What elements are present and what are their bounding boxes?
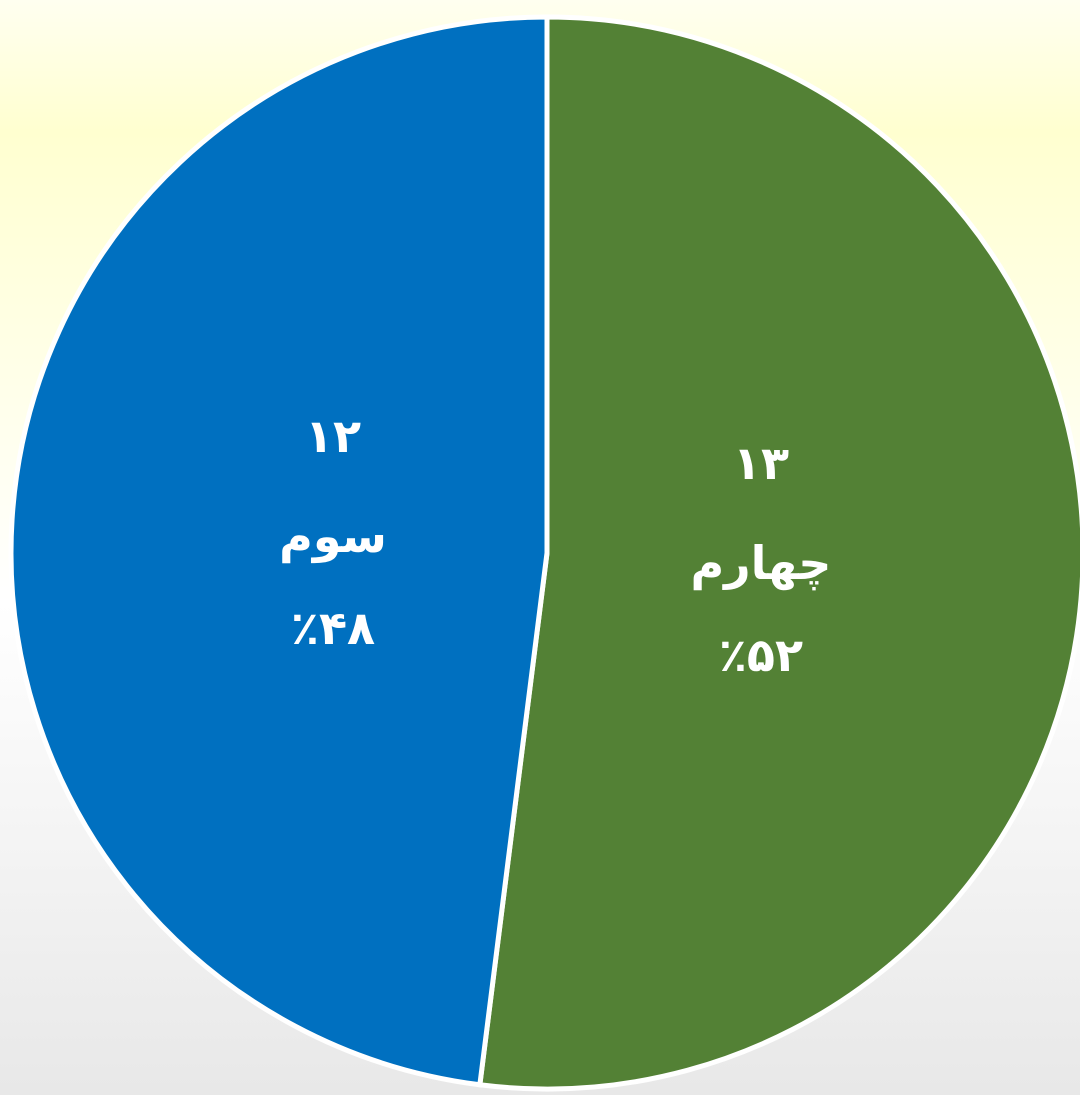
pie-slice [477,14,1080,1092]
pie-slice [8,14,550,1088]
percent-label: ٪۵۲ [719,628,803,682]
value-label: ۱۲ [305,409,361,463]
category-label: چهارم [690,536,831,591]
percent-label: ٪۴۸ [291,601,375,655]
value-label: ۱۳ [733,436,789,490]
category-label: سوم [279,509,387,563]
